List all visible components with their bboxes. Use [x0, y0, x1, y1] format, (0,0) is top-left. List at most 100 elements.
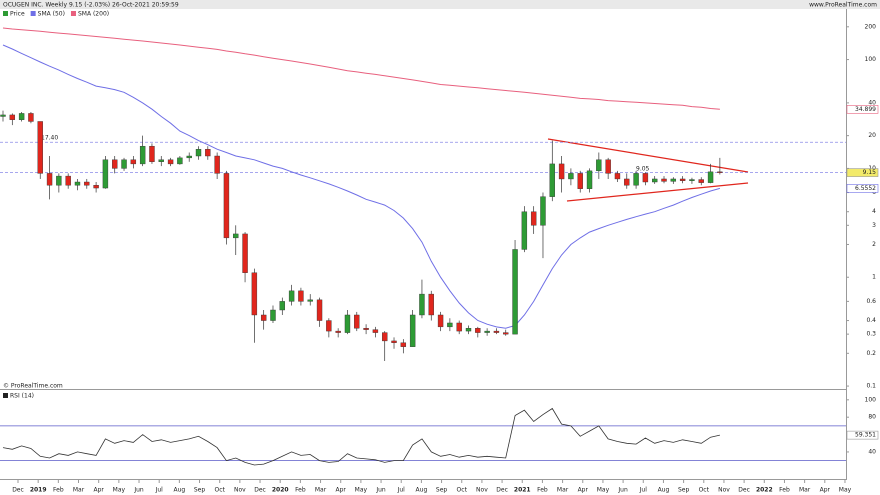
y-tick-label: 0.3: [866, 331, 876, 338]
candle-body: [288, 290, 295, 302]
candle-body: [9, 114, 16, 120]
legend-label: SMA (200): [78, 11, 109, 18]
candle-body: [549, 163, 555, 197]
candle-body: [717, 171, 723, 173]
candle-body: [391, 340, 397, 343]
y-tick-label: 20: [868, 132, 876, 139]
sma-value-label: 6.5552: [855, 185, 876, 192]
candle-body: [56, 175, 62, 186]
x-tick-label: Mar: [557, 487, 569, 494]
last-price-label: 9.15: [863, 169, 877, 176]
x-tick-label: Aug: [658, 487, 670, 494]
candle-body: [37, 121, 43, 174]
x-tick-label: Sep: [436, 487, 448, 494]
candle-body: [652, 178, 658, 183]
candle-body: [409, 314, 416, 347]
candle-body: [0, 114, 6, 117]
candle-body: [679, 178, 686, 181]
x-tick-label: Feb: [537, 487, 548, 494]
candle-body: [363, 328, 369, 330]
sma-value-label-box: [846, 184, 879, 193]
y-tick-label: 4: [872, 208, 876, 215]
candle-body: [177, 157, 183, 165]
candle-body: [270, 309, 276, 321]
candle-body: [28, 113, 34, 122]
candle-body: [84, 181, 90, 186]
candle-body: [419, 293, 425, 316]
candle-body: [428, 293, 434, 316]
y-tick-label: 0.1: [866, 383, 876, 390]
x-tick-label: Apr: [336, 487, 347, 494]
y-tick-label: 200: [865, 23, 877, 30]
candle-body: [316, 299, 323, 321]
candle-body: [577, 173, 583, 189]
candle-body: [689, 179, 695, 181]
y-tick-label: 3: [872, 222, 876, 229]
x-tick-label: Sep: [678, 487, 690, 494]
candle-body: [614, 173, 621, 180]
candle-body: [195, 149, 202, 157]
candle-body: [484, 330, 490, 333]
x-tick-label: May: [113, 487, 126, 494]
x-tick-label: Oct: [215, 487, 226, 494]
x-tick-label: Aug: [416, 487, 428, 494]
candle-body: [46, 173, 53, 186]
sma-line: [2, 44, 721, 329]
y-tick-label: 100: [865, 56, 877, 63]
candle-body: [344, 314, 351, 333]
candle-body: [102, 159, 109, 189]
candle-body: [307, 299, 313, 302]
x-tick-label: Nov: [718, 487, 730, 494]
x-tick-label: 2022: [756, 487, 773, 494]
candle-body: [354, 314, 360, 329]
x-tick-label: Mar: [73, 487, 85, 494]
level-label: 17.40: [41, 135, 58, 142]
x-tick-label: May: [597, 487, 610, 494]
candle-body: [512, 249, 518, 335]
x-tick-label: Mar: [315, 487, 327, 494]
x-tick-label: 2021: [514, 487, 531, 494]
sma-value-label-box: [846, 105, 879, 114]
legend-label: RSI (14): [10, 393, 34, 400]
candle-body: [596, 159, 602, 172]
candle-body: [139, 145, 146, 165]
candle-body: [223, 173, 230, 239]
rsi-line: [2, 407, 720, 466]
y-tick-label: 2: [872, 241, 876, 248]
y-tick-label: 80: [868, 414, 876, 421]
candle-body: [233, 233, 239, 239]
header-title: OCUGEN INC. Weekly 9.15 (-2.03%) 26-Oct-…: [3, 2, 179, 9]
x-tick-label: Jun: [617, 487, 628, 494]
y-tick-label: 1: [872, 274, 876, 281]
candle-body: [586, 170, 593, 189]
candle-body: [456, 322, 462, 332]
rsi-value-label-box: [846, 430, 879, 440]
candle-body: [74, 181, 81, 186]
candle-body: [214, 155, 220, 174]
candle-body: [121, 159, 127, 169]
x-tick-label: Jul: [639, 487, 648, 494]
header-source: www.ProRealTime.com: [809, 2, 877, 9]
candle-body: [670, 178, 677, 182]
x-tick-label: Aug: [174, 487, 186, 494]
candle-body: [465, 328, 472, 332]
x-tick-label: Jul: [397, 487, 406, 494]
candle-body: [93, 185, 99, 189]
candle-body: [698, 179, 704, 183]
candle-body: [475, 328, 481, 333]
candle-body: [493, 330, 500, 333]
y-tick-label: 0.2: [866, 350, 876, 357]
legend-swatch: [3, 393, 8, 398]
candle-body: [605, 159, 611, 174]
legend-swatch: [30, 11, 36, 16]
candle-body: [279, 301, 285, 311]
x-tick-label: Feb: [295, 487, 306, 494]
x-tick-label: Oct: [457, 487, 468, 494]
candle-body: [205, 149, 211, 157]
x-tick-label: Dec: [738, 487, 750, 494]
trendline: [566, 182, 749, 202]
x-tick-label: Jun: [133, 487, 144, 494]
candle-body: [707, 171, 714, 183]
sma-value-label: 34.899: [855, 106, 876, 113]
